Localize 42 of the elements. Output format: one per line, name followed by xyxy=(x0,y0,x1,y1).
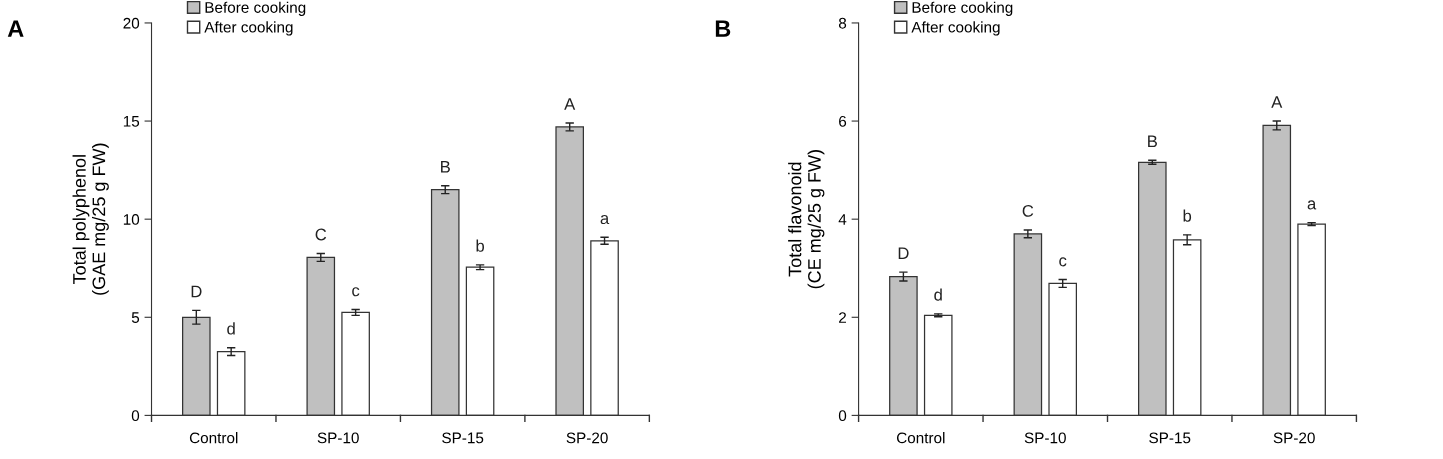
annotation: d xyxy=(227,322,235,335)
y-axis-title: Total polyphenol (GAE mg/25 g FW) xyxy=(72,143,109,295)
annotation: C xyxy=(1022,205,1034,217)
annotation: B xyxy=(1148,135,1157,148)
annotation: a xyxy=(600,214,610,225)
y-tick-label: 10 xyxy=(123,214,140,225)
annotation: C xyxy=(315,228,327,241)
x-tick-label: SP-10 xyxy=(317,432,359,444)
x-tick-label: SP-20 xyxy=(1273,432,1315,444)
annotation: d xyxy=(934,288,942,301)
legend-label: Before cooking xyxy=(912,1,1013,16)
annotation: a xyxy=(1307,200,1317,210)
y-tick-label: 0 xyxy=(131,410,140,422)
annotation: c xyxy=(352,287,360,297)
y-tick-label: 6 xyxy=(839,115,847,127)
annotation: b xyxy=(1183,209,1192,222)
y-tick-label: 8 xyxy=(838,17,847,29)
annotation: D xyxy=(898,247,909,259)
x-tick-label: SP-15 xyxy=(1149,432,1191,444)
y-tick-label: 4 xyxy=(838,214,847,225)
annotation: c xyxy=(1059,257,1067,267)
legend-label: After cooking xyxy=(204,21,293,36)
y-tick-label: 15 xyxy=(123,116,140,127)
annotation: A xyxy=(564,98,576,110)
x-tick-label: SP-20 xyxy=(566,432,608,444)
x-tick-label: SP-10 xyxy=(1024,432,1066,444)
x-tick-label: SP-15 xyxy=(442,432,484,444)
chart-title: A xyxy=(7,20,24,37)
legend-label: Before cooking xyxy=(205,1,306,16)
y-tick-label: 5 xyxy=(131,312,140,323)
x-tick-label: Control xyxy=(896,432,945,444)
annotation: D xyxy=(191,285,202,298)
y-tick-label: 20 xyxy=(123,17,140,29)
y-tick-label: 0 xyxy=(838,410,847,422)
y-axis-title: Total flavonoid (CE mg/25 g FW) xyxy=(788,150,825,289)
legend-label: After cooking xyxy=(911,21,1000,36)
y-tick-label: 2 xyxy=(839,312,847,323)
chart-title: B xyxy=(715,20,731,37)
x-tick-label: Control xyxy=(189,432,238,444)
annotation: b xyxy=(476,239,485,252)
annotation: A xyxy=(1271,96,1283,108)
annotation: B xyxy=(441,161,450,173)
